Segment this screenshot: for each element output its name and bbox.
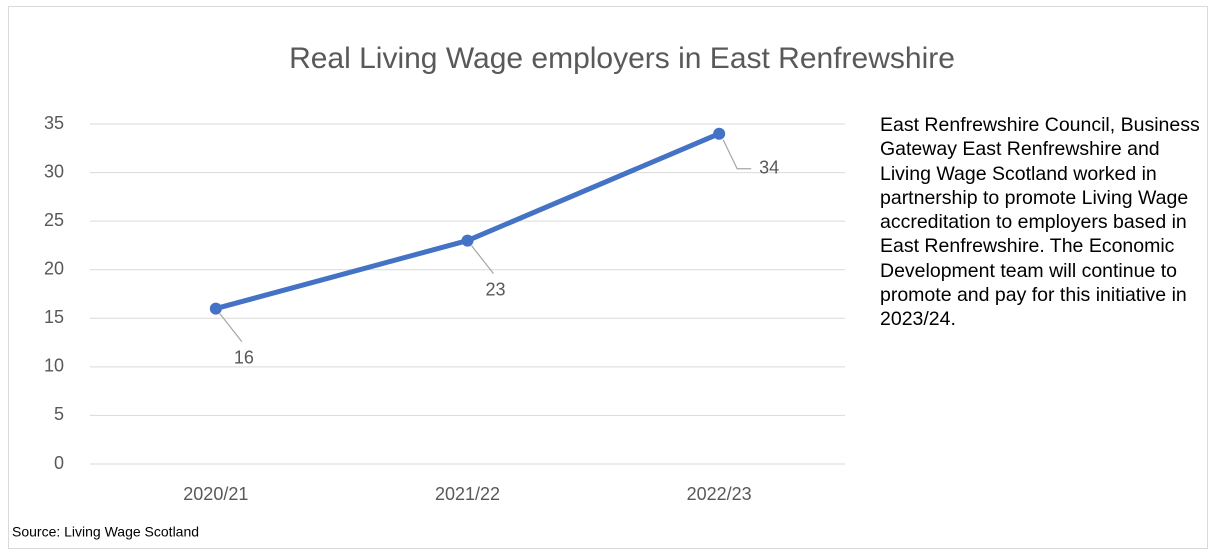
- chart-title: Real Living Wage employers in East Renfr…: [289, 42, 955, 75]
- data-point: [209, 302, 222, 315]
- data-label: 34: [759, 157, 779, 177]
- y-tick-label: 10: [44, 356, 64, 376]
- x-tick-label: 2021/22: [435, 484, 500, 504]
- y-tick-label: 0: [54, 453, 64, 473]
- leader-line: [219, 313, 243, 342]
- y-tick-label: 15: [44, 307, 64, 327]
- x-tick-label: 2020/21: [183, 484, 248, 504]
- data-point: [461, 234, 474, 247]
- y-tick-label: 25: [44, 210, 64, 230]
- source: Source: Living Wage Scotland: [12, 524, 199, 540]
- data-label: 16: [234, 347, 254, 367]
- y-tick-label: 30: [44, 161, 64, 181]
- chart-border: [8, 6, 1208, 549]
- data-label: 23: [485, 279, 505, 299]
- data-point: [713, 127, 726, 140]
- y-tick-label: 5: [54, 404, 64, 424]
- description: East Renfrewshire Council, Business Gate…: [880, 114, 1200, 331]
- leader-line: [471, 245, 494, 274]
- y-tick-label: 20: [44, 258, 64, 278]
- x-tick-label: 2022/23: [687, 484, 752, 504]
- leader-line: [722, 139, 752, 170]
- y-tick-label: 35: [44, 113, 64, 133]
